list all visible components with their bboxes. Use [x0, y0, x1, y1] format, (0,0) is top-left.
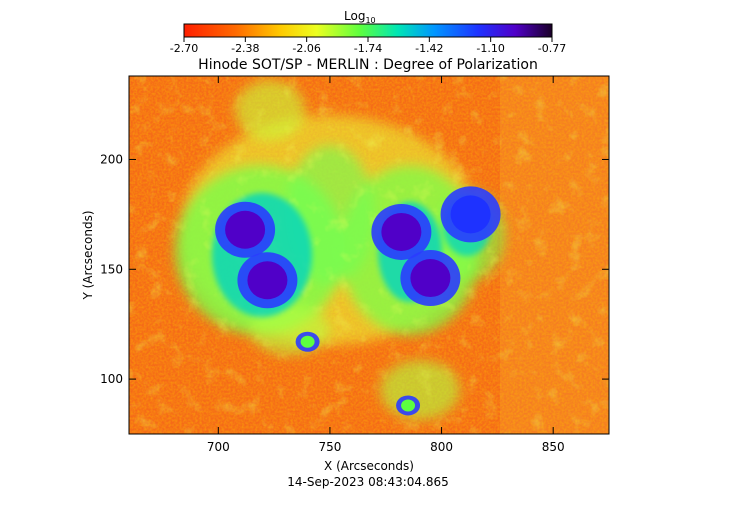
colorbar-tick-label: -1.42 — [415, 42, 443, 55]
chart-title: Hinode SOT/SP - MERLIN : Degree of Polar… — [198, 57, 538, 73]
polarization-feature — [410, 259, 451, 298]
y-tick-label: 100 — [100, 372, 123, 386]
colorbar-tick-label: -1.10 — [476, 42, 504, 55]
x-tick-label: 800 — [430, 440, 453, 454]
colorbar-gradient — [183, 23, 553, 38]
plot-area — [129, 76, 609, 434]
colorbar-tick-label: -0.77 — [538, 42, 566, 55]
polarization-feature — [247, 261, 288, 300]
x-tick-label: 700 — [207, 440, 230, 454]
colorbar-tick-label: -1.74 — [354, 42, 382, 55]
colorbar: Log10 -2.70 -2.38 -2.06 -1.74 -1.42 -1.10 -0.7… — [170, 9, 566, 55]
colorbar-tick-label: -2.06 — [292, 42, 320, 55]
polarization-feature — [401, 399, 416, 412]
colorbar-label: Log10 — [344, 9, 376, 25]
polarization-feature — [450, 195, 491, 234]
polarization-feature — [300, 335, 315, 348]
y-axis-label: Y (Arcseconds) — [81, 210, 95, 300]
y-tick-label: 200 — [100, 152, 123, 166]
heatmap-blotches — [129, 76, 609, 434]
plot-frame — [128, 75, 610, 435]
polarization-feature — [381, 212, 422, 251]
x-tick-label: 750 — [318, 440, 341, 454]
y-tick-label: 150 — [100, 262, 123, 276]
polarization-feature — [225, 210, 266, 249]
colorbar-tick-label: -2.70 — [170, 42, 198, 55]
colorbar-tick-label: -2.38 — [231, 42, 259, 55]
x-axis-label: X (Arcseconds) — [324, 459, 414, 473]
timestamp-footer: 14-Sep-2023 08:43:04.865 — [287, 475, 449, 489]
x-tick-label: 850 — [542, 440, 565, 454]
